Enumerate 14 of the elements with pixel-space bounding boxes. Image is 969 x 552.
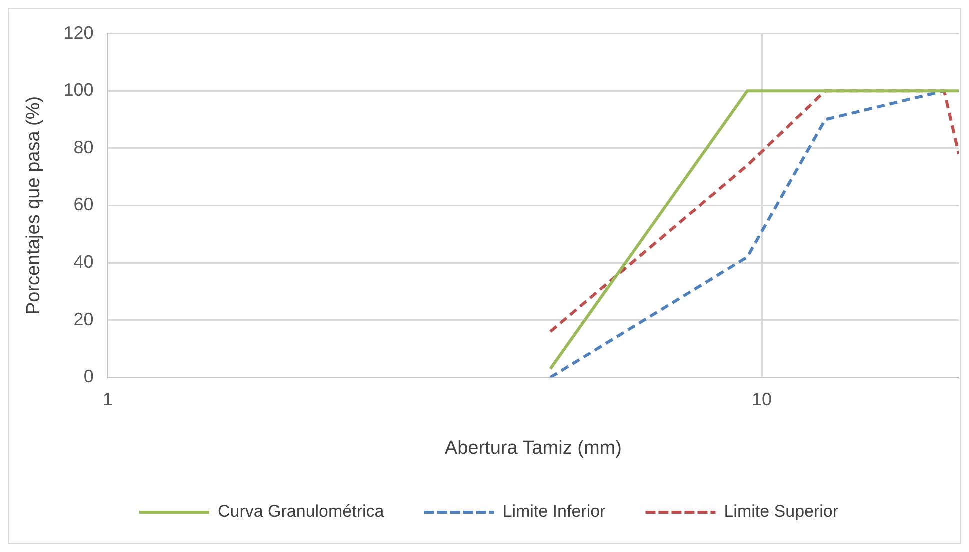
y-axis-title: Porcentajes que pasa (%): [24, 96, 45, 316]
x-axis-title: Abertura Tamiz (mm): [444, 438, 622, 459]
y-tick-label: 60: [74, 194, 94, 215]
y-tick-label: 120: [64, 22, 94, 43]
legend-label: Limite Inferior: [502, 502, 606, 522]
legend-label: Limite Superior: [724, 502, 839, 522]
legend-label: Curva Granulométrica: [218, 502, 385, 522]
y-tick-label: 100: [64, 80, 94, 100]
x-tick-label: 10: [752, 389, 772, 410]
y-tick-label: 40: [74, 252, 94, 272]
x-tick-label: 1: [102, 389, 113, 410]
y-tick-label: 20: [74, 309, 94, 330]
y-tick-label: 0: [84, 366, 94, 387]
y-tick-label: 80: [74, 137, 94, 158]
